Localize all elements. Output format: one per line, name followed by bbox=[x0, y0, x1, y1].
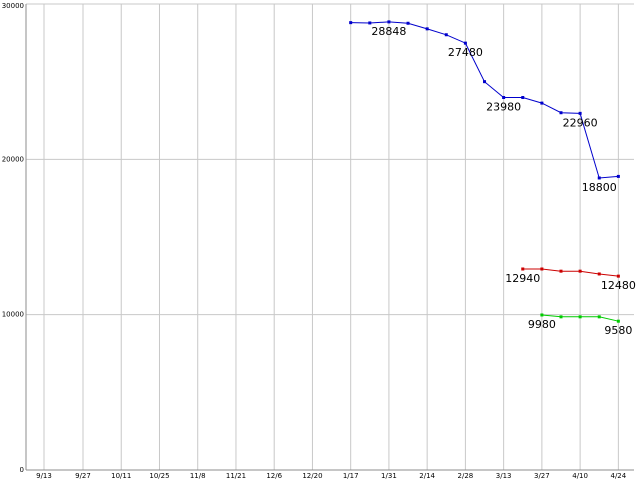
x-tick-label: 9/13 bbox=[36, 472, 52, 480]
data-label: 12480 bbox=[601, 279, 636, 292]
data-point bbox=[559, 315, 563, 319]
series bbox=[349, 20, 620, 323]
x-tick-label: 3/27 bbox=[534, 472, 550, 480]
data-point bbox=[578, 269, 582, 273]
x-tick-label: 10/25 bbox=[149, 472, 169, 480]
data-point bbox=[368, 21, 372, 25]
data-point bbox=[463, 41, 467, 45]
data-label: 27480 bbox=[448, 46, 483, 59]
data-point bbox=[502, 96, 506, 100]
data-point bbox=[559, 111, 563, 115]
data-point bbox=[521, 96, 525, 100]
y-tick-labels: 0 10000 20000 30000 bbox=[2, 2, 24, 474]
series-line-0 bbox=[350, 21, 619, 179]
x-tick-label: 9/27 bbox=[75, 472, 91, 480]
data-point bbox=[578, 111, 582, 115]
data-labels: 28848 27480 23980 22960 18800 12940 12480 9980 9… bbox=[371, 25, 635, 337]
y-tick-label: 20000 bbox=[2, 155, 24, 163]
y-tick-label: 0 bbox=[20, 466, 24, 474]
data-point bbox=[559, 269, 563, 273]
data-point bbox=[406, 21, 410, 25]
data-label: 9580 bbox=[604, 324, 632, 337]
x-tick-labels: 9/13 9/27 10/11 10/25 11/8 11/21 12/6 12/20 1/17… bbox=[36, 472, 627, 480]
data-label: 12940 bbox=[505, 272, 540, 285]
data-point bbox=[616, 174, 620, 178]
x-tick-label: 2/28 bbox=[458, 472, 474, 480]
x-tick-label: 11/21 bbox=[226, 472, 246, 480]
x-tick-label: 2/14 bbox=[419, 472, 435, 480]
x-tick-label: 4/10 bbox=[572, 472, 588, 480]
x-tick-label: 1/31 bbox=[381, 472, 397, 480]
data-point bbox=[444, 33, 448, 37]
grid bbox=[26, 3, 634, 470]
data-point bbox=[521, 267, 525, 271]
data-label: 18800 bbox=[582, 181, 617, 194]
data-point bbox=[597, 272, 601, 276]
data-point bbox=[578, 315, 582, 319]
data-point bbox=[597, 315, 601, 319]
x-tick-label: 3/13 bbox=[496, 472, 512, 480]
x-tick-label: 11/8 bbox=[190, 472, 206, 480]
data-label: 28848 bbox=[371, 25, 406, 38]
data-label: 9980 bbox=[528, 318, 556, 331]
y-tick-label: 10000 bbox=[2, 311, 24, 319]
data-point bbox=[425, 27, 429, 31]
x-tick-label: 10/11 bbox=[111, 472, 131, 480]
data-point bbox=[387, 20, 391, 24]
axes bbox=[25, 4, 634, 471]
data-point bbox=[483, 80, 487, 84]
data-point bbox=[616, 274, 620, 278]
series-line-1 bbox=[522, 268, 619, 277]
data-label: 23980 bbox=[486, 101, 521, 114]
data-label: 22960 bbox=[563, 116, 598, 129]
data-point bbox=[540, 267, 544, 271]
data-point bbox=[616, 319, 620, 323]
y-tick-label: 30000 bbox=[2, 2, 24, 10]
x-tick-label: 12/6 bbox=[266, 472, 282, 480]
data-point bbox=[597, 176, 601, 180]
x-tick-label: 1/17 bbox=[343, 472, 359, 480]
x-tick-label: 12/20 bbox=[302, 472, 322, 480]
x-tick-label: 4/24 bbox=[610, 472, 626, 480]
data-point bbox=[349, 21, 353, 25]
data-point bbox=[540, 101, 544, 105]
data-point bbox=[540, 313, 544, 317]
